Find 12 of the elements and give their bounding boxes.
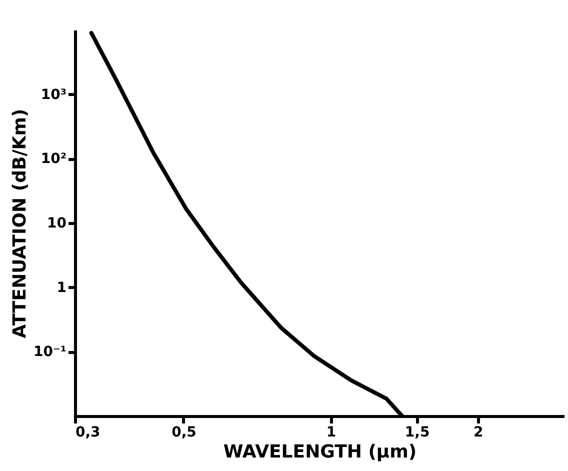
y-tick-label: 10⁻¹ bbox=[33, 344, 66, 360]
y-tick-label: 1 bbox=[56, 280, 66, 296]
x-tick-label: 0,3 bbox=[76, 424, 100, 440]
x-tick-label: 0,5 bbox=[172, 424, 196, 440]
x-tick-label: 2 bbox=[474, 424, 484, 440]
y-axis-title: ATTENUATION (dB/Km) bbox=[9, 108, 30, 338]
y-tick-label: 10 bbox=[47, 216, 67, 232]
x-axis-title: WAVELENGTH (µm) bbox=[223, 442, 417, 462]
x-tick-label: 1,5 bbox=[404, 424, 430, 440]
x-tick-label: 1 bbox=[326, 424, 336, 440]
y-tick-label: 10² bbox=[40, 151, 66, 168]
y-tick-label: 10³ bbox=[40, 86, 66, 103]
